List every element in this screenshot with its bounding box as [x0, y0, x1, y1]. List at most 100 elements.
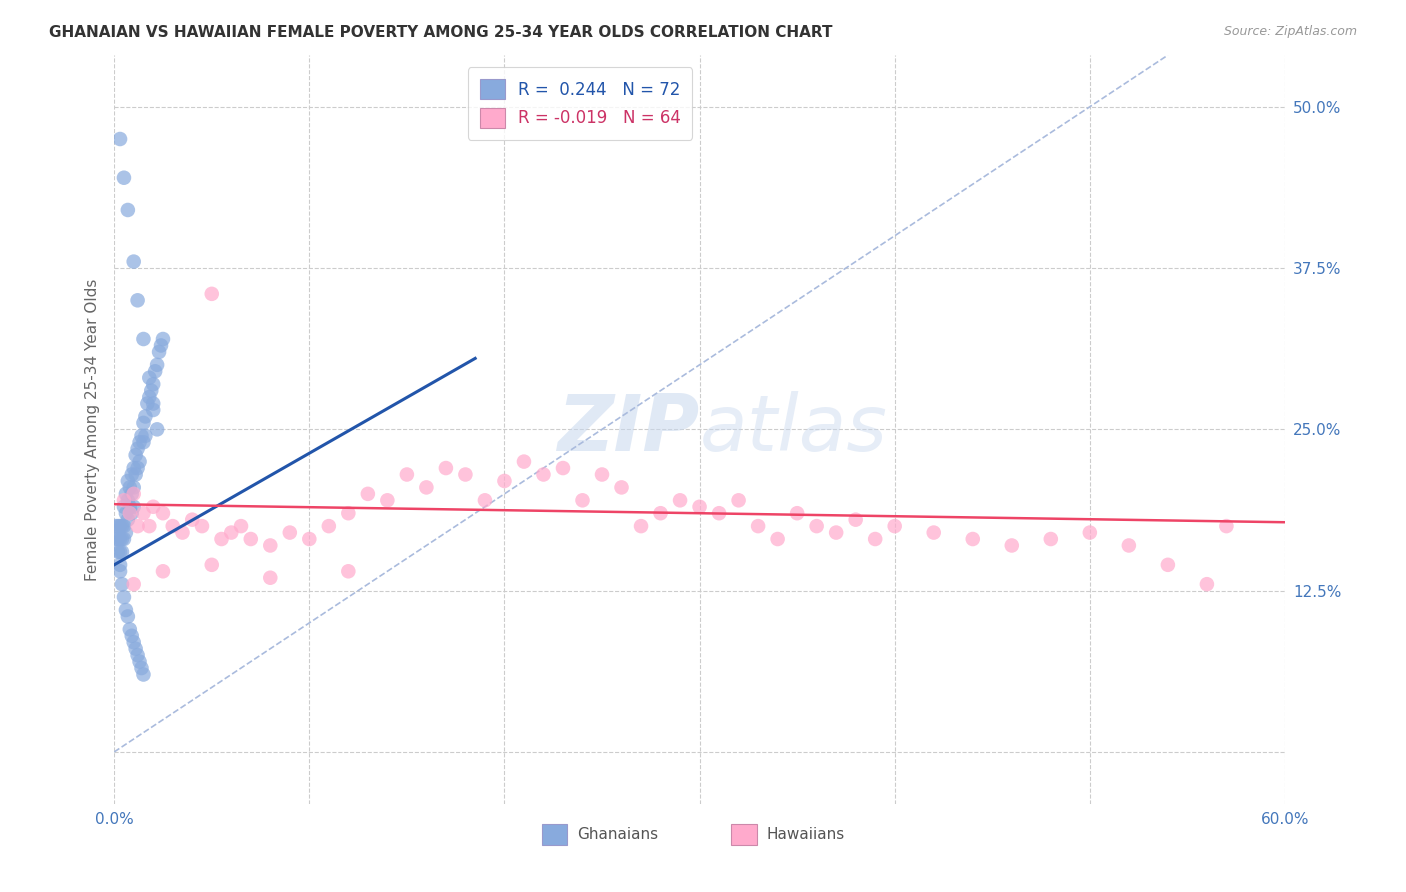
- Point: [107, 545, 129, 559]
- Text: GHANAIAN VS HAWAIIAN FEMALE POVERTY AMONG 25-34 YEAR OLDS CORRELATION CHART: GHANAIAN VS HAWAIIAN FEMALE POVERTY AMON…: [49, 25, 832, 40]
- Point: [127, 519, 149, 533]
- Point: [152, 506, 174, 520]
- Text: Ghanaians: Ghanaians: [576, 828, 658, 842]
- Point: [172, 525, 194, 540]
- Point: [513, 454, 536, 468]
- Point: [415, 480, 437, 494]
- Point: [1039, 532, 1062, 546]
- Point: [122, 254, 145, 268]
- Point: [111, 577, 134, 591]
- Point: [150, 338, 173, 352]
- Point: [118, 500, 141, 514]
- Point: [142, 396, 165, 410]
- Point: [181, 513, 204, 527]
- Point: [229, 519, 252, 533]
- Point: [132, 332, 155, 346]
- Point: [142, 377, 165, 392]
- Point: [825, 525, 848, 540]
- Point: [211, 532, 233, 546]
- Point: [259, 539, 281, 553]
- Point: [689, 500, 711, 514]
- FancyBboxPatch shape: [541, 823, 567, 845]
- Point: [127, 461, 149, 475]
- Point: [630, 519, 652, 533]
- Point: [142, 500, 165, 514]
- Point: [122, 480, 145, 494]
- Point: [118, 480, 141, 494]
- Point: [377, 493, 399, 508]
- Point: [115, 603, 138, 617]
- Legend: R =  0.244   N = 72, R = -0.019   N = 64: R = 0.244 N = 72, R = -0.019 N = 64: [468, 67, 692, 139]
- Text: atlas: atlas: [700, 392, 887, 467]
- Point: [108, 558, 131, 572]
- Point: [571, 493, 593, 508]
- Point: [127, 648, 149, 662]
- Point: [108, 545, 131, 559]
- Point: [112, 493, 135, 508]
- Point: [259, 571, 281, 585]
- Point: [766, 532, 789, 546]
- Point: [806, 519, 828, 533]
- Point: [127, 293, 149, 308]
- Point: [152, 332, 174, 346]
- Point: [117, 202, 139, 217]
- Text: Hawaiians: Hawaiians: [766, 828, 845, 842]
- Point: [434, 461, 457, 475]
- Point: [112, 519, 135, 533]
- Point: [727, 493, 749, 508]
- Point: [922, 525, 945, 540]
- FancyBboxPatch shape: [731, 823, 756, 845]
- Point: [112, 590, 135, 604]
- Point: [108, 532, 131, 546]
- Point: [138, 370, 160, 384]
- Point: [134, 429, 156, 443]
- Point: [121, 487, 143, 501]
- Point: [124, 448, 146, 462]
- Point: [591, 467, 613, 482]
- Point: [669, 493, 692, 508]
- Point: [115, 506, 138, 520]
- Point: [551, 461, 574, 475]
- Point: [121, 629, 143, 643]
- Point: [148, 345, 170, 359]
- Point: [1118, 539, 1140, 553]
- Point: [239, 532, 262, 546]
- Y-axis label: Female Poverty Among 25-34 Year Olds: Female Poverty Among 25-34 Year Olds: [86, 278, 100, 581]
- Point: [111, 545, 134, 559]
- Point: [610, 480, 633, 494]
- Point: [1195, 577, 1218, 591]
- Point: [337, 564, 360, 578]
- Point: [134, 409, 156, 424]
- Point: [318, 519, 340, 533]
- Point: [962, 532, 984, 546]
- Text: ZIP: ZIP: [557, 392, 700, 467]
- Point: [132, 416, 155, 430]
- Point: [121, 506, 143, 520]
- Point: [105, 519, 128, 533]
- Point: [747, 519, 769, 533]
- Point: [142, 403, 165, 417]
- Point: [278, 525, 301, 540]
- Point: [108, 564, 131, 578]
- Point: [883, 519, 905, 533]
- Point: [132, 667, 155, 681]
- Point: [124, 641, 146, 656]
- Point: [108, 132, 131, 146]
- Point: [454, 467, 477, 482]
- Point: [357, 487, 380, 501]
- Point: [122, 487, 145, 501]
- Point: [107, 519, 129, 533]
- Point: [108, 519, 131, 533]
- Point: [201, 558, 224, 572]
- Point: [132, 435, 155, 450]
- Point: [136, 396, 159, 410]
- Point: [122, 461, 145, 475]
- Point: [494, 474, 516, 488]
- Point: [191, 519, 214, 533]
- Point: [128, 655, 150, 669]
- Point: [533, 467, 555, 482]
- Point: [128, 454, 150, 468]
- Point: [219, 525, 242, 540]
- Point: [1157, 558, 1180, 572]
- Point: [146, 422, 169, 436]
